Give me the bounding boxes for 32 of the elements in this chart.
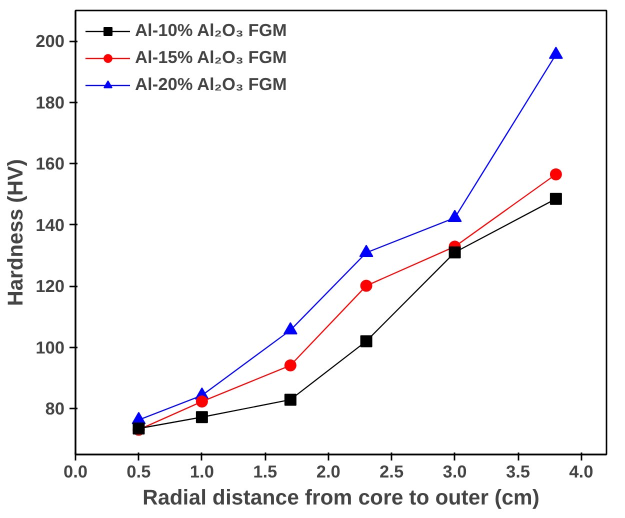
legend-label: Al-10% Al₂O₃ FGM	[135, 20, 287, 41]
x-tick-label: 2.0	[316, 462, 340, 482]
legend-label: Al-15% Al₂O₃ FGM	[135, 47, 287, 68]
point	[448, 210, 462, 222]
point	[284, 359, 296, 372]
y-tick-label: 80	[45, 398, 65, 419]
x-tick-label: 0.0	[63, 462, 88, 482]
point	[196, 396, 208, 408]
point	[360, 280, 372, 292]
legend-label: Al-20% Al₂O₃ FGM	[135, 74, 287, 95]
x-axis-title: Radial distance from core to outer (cm)	[142, 486, 540, 510]
y-tick-label: 120	[36, 276, 65, 296]
y-axis-title: Hardness (HV)	[4, 159, 28, 306]
x-tick-label: 3.5	[506, 462, 530, 482]
point	[448, 246, 461, 258]
x-tick-label: 0.5	[126, 462, 152, 482]
y-tick-label: 140	[36, 214, 65, 235]
x-tick-label: 3.0	[442, 462, 467, 482]
point	[548, 46, 563, 59]
point	[550, 192, 562, 205]
y-tick-label: 180	[36, 92, 65, 112]
x-tick-label: 1.0	[190, 462, 214, 482]
y-tick-label: 160	[36, 154, 65, 174]
y-tick-label: 200	[36, 31, 65, 52]
point	[550, 168, 562, 180]
y-tick-label: 100	[36, 337, 65, 358]
x-tick-label: 4.0	[569, 462, 594, 482]
x-tick-label: 2.5	[380, 462, 404, 482]
point	[360, 335, 372, 348]
x-tick-label: 1.5	[253, 462, 278, 482]
point	[284, 394, 296, 406]
point	[196, 411, 208, 424]
